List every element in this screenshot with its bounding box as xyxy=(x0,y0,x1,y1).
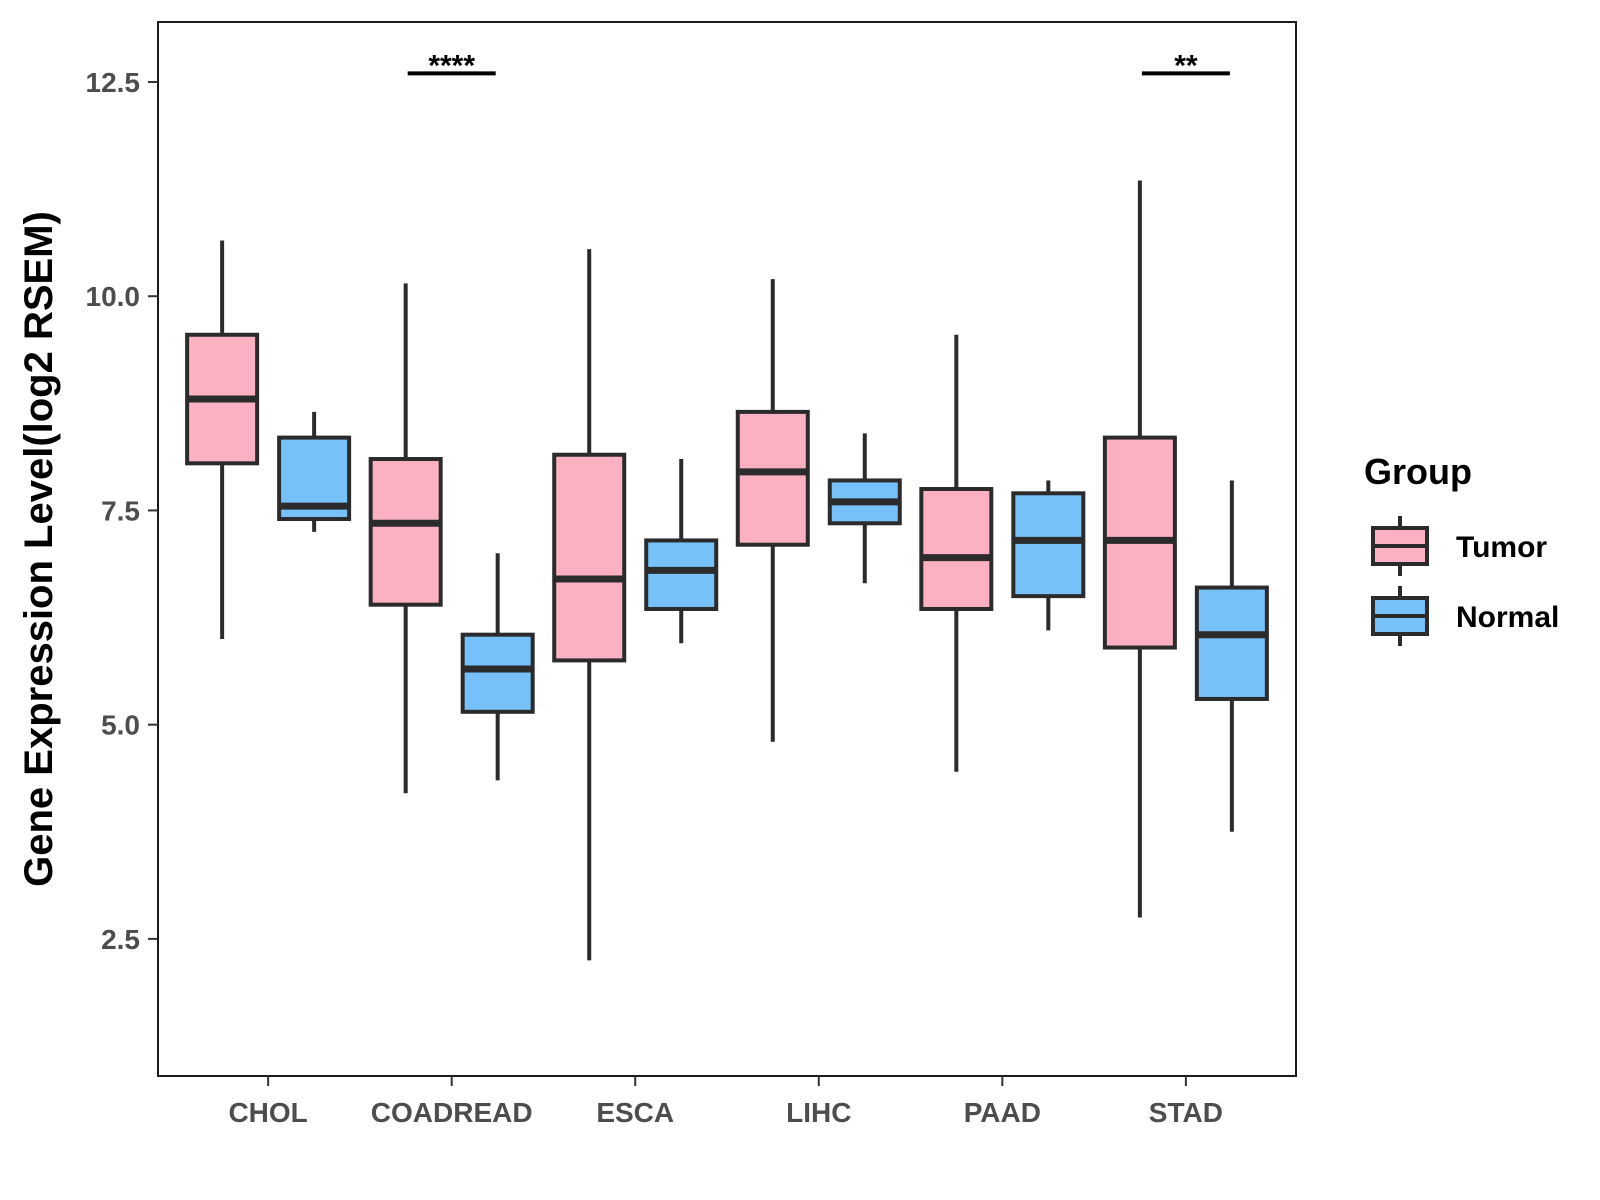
box-normal-stad xyxy=(1194,480,1269,832)
box-normal-coadread xyxy=(460,553,535,781)
legend-entry-normal: Normal xyxy=(1371,586,1559,646)
y-tick-label: 5.0 xyxy=(101,710,140,741)
box-body xyxy=(1194,585,1269,701)
box-normal-paad xyxy=(1011,480,1086,631)
box-body xyxy=(735,409,810,547)
legend-label: Tumor xyxy=(1456,531,1547,564)
box-body xyxy=(1011,491,1086,599)
x-tick-label: LIHC xyxy=(786,1097,851,1128)
y-axis-title: Gene Expression Level(log2 RSEM) xyxy=(17,211,61,887)
box-tumor-chol xyxy=(185,240,260,639)
x-tick-label: ESCA xyxy=(596,1097,674,1128)
box-body xyxy=(552,452,627,663)
y-tick-label: 12.5 xyxy=(86,67,141,98)
box-tumor-esca xyxy=(552,249,627,961)
x-axis: CHOL COADREAD ESCA LIHC PAAD STAD xyxy=(228,1076,1223,1128)
x-tick-label: COADREAD xyxy=(371,1097,533,1128)
x-tick-label: STAD xyxy=(1149,1097,1223,1128)
y-tick-label: 10.0 xyxy=(86,281,141,312)
legend: Group Tumor Normal xyxy=(1364,451,1559,646)
box-series xyxy=(185,180,1269,961)
box-tumor-coadread xyxy=(368,283,443,794)
legend-entry-tumor: Tumor xyxy=(1371,516,1547,576)
y-tick-label: 2.5 xyxy=(101,924,140,955)
significance-label: ** xyxy=(1174,49,1198,82)
significance-label: **** xyxy=(428,49,475,82)
x-tick-label: PAAD xyxy=(964,1097,1041,1128)
box-body xyxy=(644,538,719,611)
significance-annotations: **** ** xyxy=(407,49,1230,82)
y-tick-label: 7.5 xyxy=(101,495,140,526)
box-normal-esca xyxy=(644,459,719,644)
legend-title: Group xyxy=(1364,451,1472,492)
x-tick-label: CHOL xyxy=(228,1097,307,1128)
box-body xyxy=(368,457,443,607)
box-tumor-paad xyxy=(919,334,994,772)
box-normal-chol xyxy=(277,411,352,532)
box-body xyxy=(919,487,994,611)
y-axis: 2.5 5.0 7.5 10.0 12.5 xyxy=(86,67,158,955)
box-tumor-stad xyxy=(1102,180,1177,918)
legend-label: Normal xyxy=(1456,601,1559,634)
box-body xyxy=(460,632,535,714)
box-normal-lihc xyxy=(827,433,902,584)
box-tumor-lihc xyxy=(735,279,810,742)
